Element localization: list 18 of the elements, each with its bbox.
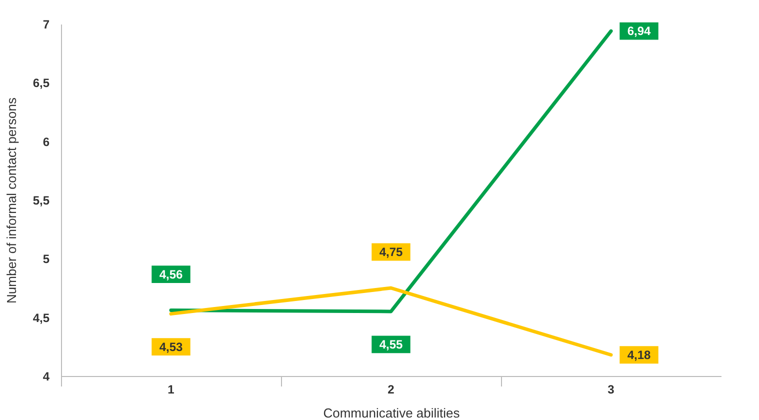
data-label: 4,75 xyxy=(379,245,403,259)
data-label: 4,56 xyxy=(159,267,183,282)
data-label: 6,94 xyxy=(627,24,651,38)
y-tick-label: 4 xyxy=(42,370,50,384)
y-axis-title: Number of informal contact persons xyxy=(4,97,19,304)
data-label: 4,18 xyxy=(627,348,651,362)
data-label: 4,55 xyxy=(379,337,403,352)
y-tick-label: 7 xyxy=(42,18,50,32)
y-tick-label: 6 xyxy=(42,134,50,149)
y-tick-label: 4,5 xyxy=(32,310,50,325)
x-axis-title: Communicative abilities xyxy=(323,406,460,420)
x-tick-label: 3 xyxy=(608,382,615,396)
x-tick-label: 1 xyxy=(168,382,175,396)
x-tick-label: 2 xyxy=(388,382,395,396)
y-tick-label: 6,5 xyxy=(32,76,50,90)
y-tick-label: 5,5 xyxy=(32,194,50,208)
data-label: 4,53 xyxy=(159,340,183,354)
y-tick-label: 5 xyxy=(42,252,50,266)
